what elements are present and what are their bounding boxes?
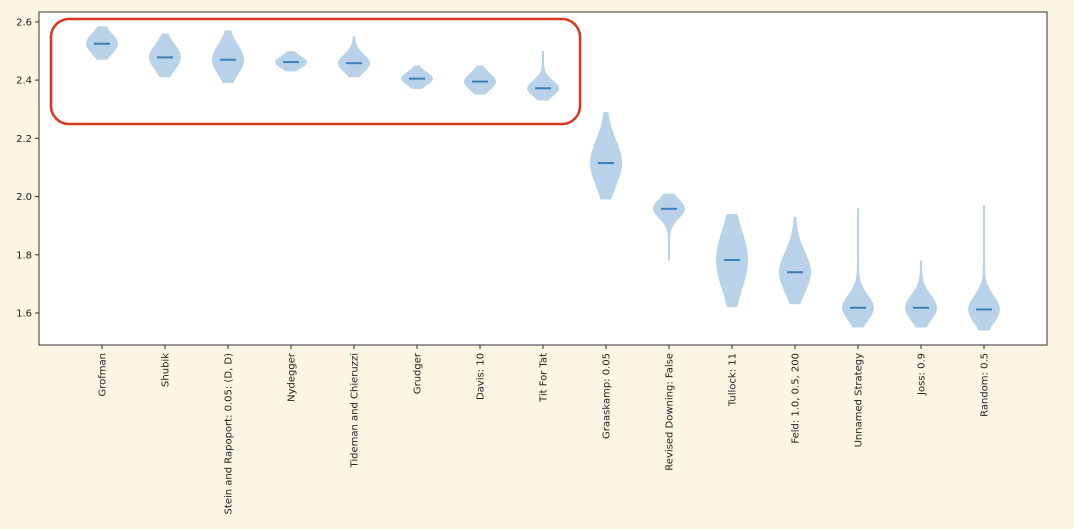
x-tick-label: Tideman and Chieruzzi [350,353,361,468]
violin [338,36,370,78]
y-tick-label: 1.8 [16,250,32,261]
highlight-box [49,17,582,126]
violin [401,65,433,89]
y-tick-label: 2.4 [16,76,32,87]
x-tick-label: Tullock: 11 [728,353,739,407]
violin [842,208,874,328]
violin [149,33,181,78]
violin [653,193,685,261]
y-tick-label: 2.6 [16,17,32,28]
violin [464,65,496,95]
x-tick-label: Tit For Tat [539,353,550,403]
x-tick-label: Grofman [98,353,109,397]
violin [590,112,622,200]
violin [779,216,811,305]
x-tick-label: Feld: 1.0, 0.5, 200 [791,353,802,444]
x-tick-label: Graaskamp: 0.05 [602,353,613,439]
x-tick-label: Stein and Rapoport: 0.05: (D, D) [224,353,235,515]
x-tick-label: Nydegger [287,352,298,402]
x-tick-label: Grudger [413,352,424,394]
y-tick-label: 2.2 [16,134,32,145]
x-tick-label: Shubik [161,353,172,387]
y-tick-label: 1.6 [16,308,32,319]
violin [905,260,937,328]
x-tick-label: Unnamed Strategy [854,353,865,447]
x-tick-label: Revised Downing: False [665,353,676,471]
x-tick-label: Davis: 10 [476,353,487,400]
y-tick-label: 2.0 [16,192,32,203]
violin [212,30,244,84]
x-tick-label: Joss: 0.9 [917,353,928,396]
x-tick-label: Random: 0.5 [980,353,991,417]
violin [968,205,1000,331]
